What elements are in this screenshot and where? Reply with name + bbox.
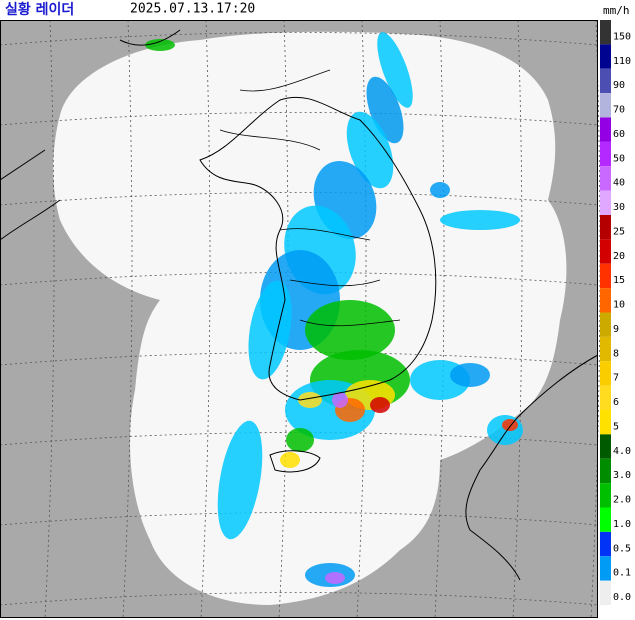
radar-map	[0, 19, 601, 619]
legend-label: 7	[613, 373, 619, 384]
legend-label: 3.0	[613, 470, 631, 481]
legend-swatch	[600, 312, 611, 337]
legend-swatch	[600, 361, 611, 386]
title: 실황 레이더	[5, 1, 74, 18]
rain-cell	[370, 397, 390, 413]
legend-label: 70	[613, 105, 625, 116]
legend-swatch	[600, 288, 611, 313]
legend-label: 90	[613, 80, 625, 91]
legend-label: 10	[613, 300, 625, 311]
legend-label: 1.0	[613, 519, 631, 530]
rain-cell	[502, 419, 518, 431]
legend-swatch	[600, 580, 611, 605]
rain-cell	[145, 39, 175, 51]
legend-swatch	[600, 336, 611, 362]
rain-cell	[450, 363, 490, 387]
map-frame	[0, 20, 598, 618]
legend: 150 110 90 70 60 50 40 30 25 20 15 10 9 8 7 6 5 4.0 3.0 2.0…	[600, 20, 631, 605]
rain-cell	[248, 280, 292, 380]
legend-label: 6	[613, 397, 619, 408]
legend-swatch	[600, 166, 611, 191]
rain-cell	[366, 76, 404, 144]
legend-swatch	[600, 263, 611, 289]
legend-swatch	[600, 68, 611, 94]
legend-label: 20	[613, 251, 625, 262]
legend-swatch	[600, 483, 611, 508]
legend-label: 40	[613, 178, 625, 189]
rain-cell	[305, 300, 395, 360]
legend-swatch	[600, 385, 611, 410]
legend-label: 25	[613, 226, 625, 237]
coastline	[0, 29, 181, 241]
province-borders	[219, 69, 401, 327]
legend-label: 2.0	[613, 495, 631, 506]
rain-cell	[298, 392, 322, 408]
rain-cell	[487, 415, 523, 445]
legend-swatch	[600, 410, 611, 435]
rain-cell	[217, 420, 263, 540]
legend-label: 9	[613, 324, 619, 335]
rain-cell	[440, 210, 520, 230]
timestamp: 2025.07.13.17:20	[130, 2, 255, 17]
legend-swatch	[600, 458, 611, 484]
legend-label: 150	[613, 31, 631, 42]
rain-cell	[325, 572, 345, 584]
header-bar	[0, 0, 635, 20]
legend-label: 110	[613, 56, 631, 67]
coastline	[465, 354, 599, 581]
legend-swatch	[600, 117, 611, 142]
legend-label: 4.0	[613, 446, 631, 457]
legend-label: 0.0	[613, 592, 631, 603]
legend-label: 0.5	[613, 543, 631, 554]
legend-label: 5	[613, 421, 619, 432]
rain-cell	[377, 32, 413, 108]
legend-label: 60	[613, 129, 625, 140]
rain-cell	[430, 182, 450, 198]
legend-swatch	[600, 507, 611, 532]
unit: mm/h	[603, 4, 630, 17]
coastline	[269, 450, 321, 473]
legend-swatch	[600, 93, 611, 118]
legend-swatch	[600, 531, 611, 557]
legend-swatch	[600, 44, 611, 69]
legend-label: 0.1	[613, 568, 631, 579]
legend-swatch	[600, 20, 611, 45]
legend-swatch	[600, 556, 611, 581]
rain-cell	[286, 428, 314, 452]
legend-swatch	[600, 434, 611, 459]
legend-swatch	[600, 215, 611, 240]
legend-label: 8	[613, 348, 619, 359]
rain-cell	[280, 452, 300, 468]
legend-swatch	[600, 239, 611, 264]
legend-label: 15	[613, 275, 625, 286]
rain-cell	[332, 392, 348, 408]
precipitation	[145, 32, 523, 587]
legend-swatch	[600, 190, 611, 215]
legend-swatch	[600, 141, 611, 167]
legend-label: 30	[613, 202, 625, 213]
legend-label: 50	[613, 153, 625, 164]
